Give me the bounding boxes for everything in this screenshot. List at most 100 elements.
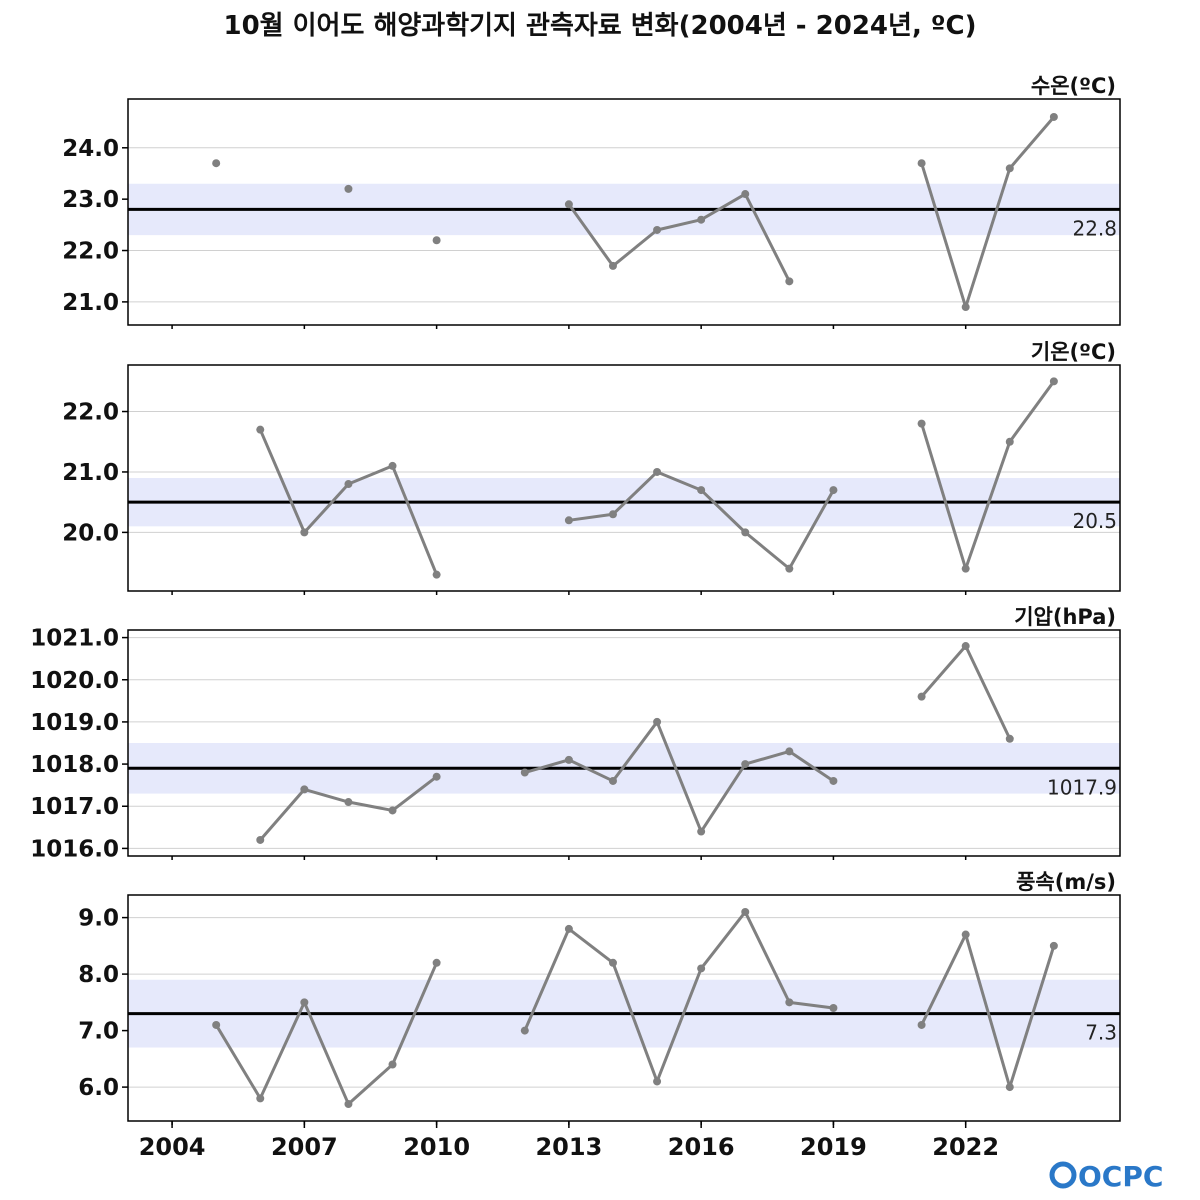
y-tick-label: 21.0 — [62, 460, 119, 486]
data-point — [256, 425, 265, 434]
series-segment — [302, 1000, 350, 1106]
series-segment — [964, 166, 1012, 309]
logo-wave-icon — [1049, 1161, 1077, 1189]
x-tick-label: 2022 — [932, 1133, 999, 1161]
x-tick-label: 2004 — [139, 1133, 206, 1161]
series-segment — [699, 488, 747, 534]
series-segment — [346, 800, 395, 812]
series-segment — [699, 910, 747, 970]
x-tick-label: 2007 — [271, 1133, 338, 1161]
data-point — [741, 907, 750, 916]
series-segment — [1008, 944, 1056, 1089]
data-point — [388, 461, 397, 470]
panel-frame — [127, 894, 1121, 1122]
panel-2: 20.5 20.0 21.0 22.0 기온(ºC) — [62, 340, 1121, 595]
data-point — [256, 1094, 265, 1103]
series-segment — [787, 488, 835, 571]
series-segment — [258, 428, 306, 534]
data-point — [697, 827, 706, 836]
panel-4: 7.3 6.0 7.0 8.0 9.0 풍속(m/s) — [78, 870, 1121, 1125]
series-segment — [655, 966, 703, 1083]
series-segment — [743, 530, 791, 571]
series-segment — [743, 749, 791, 766]
series-segment — [302, 787, 350, 804]
y-tick-label: 1019.0 — [30, 710, 119, 736]
series-segment — [787, 1000, 835, 1010]
data-point — [961, 642, 970, 651]
y-tick-label: 22.0 — [62, 239, 119, 265]
data-point — [344, 1100, 353, 1109]
y-tick-label: 23.0 — [62, 187, 119, 213]
data-point — [917, 159, 926, 168]
data-point — [1049, 941, 1058, 950]
chart-panels: 22.821.022.023.024.0수온(ºC)20.520.021.022… — [30, 74, 1121, 1125]
data-point — [520, 1026, 529, 1035]
series-segment — [920, 161, 968, 309]
series-segment — [699, 192, 747, 222]
series-segment — [567, 512, 615, 522]
series-segment — [391, 961, 439, 1066]
data-point — [344, 184, 353, 193]
panel-label: 기온(ºC) — [1031, 340, 1116, 364]
panel-label: 풍속(m/s) — [1016, 870, 1116, 894]
y-tick-label: 8.0 — [78, 962, 119, 988]
series-segment — [743, 192, 791, 283]
data-point — [300, 785, 309, 794]
series-segment — [391, 464, 439, 577]
series-segment — [302, 482, 350, 534]
mean-label: 22.8 — [1072, 216, 1117, 240]
data-point — [829, 776, 838, 785]
series-segment — [611, 470, 659, 516]
series-segment — [964, 644, 1012, 741]
series-segment — [920, 422, 968, 571]
data-point — [1005, 164, 1014, 173]
data-point — [917, 1020, 926, 1029]
data-point — [300, 528, 309, 537]
series-segment — [346, 464, 395, 486]
y-tick-label: 1020.0 — [30, 668, 119, 694]
y-tick-label: 1021.0 — [30, 626, 119, 652]
data-point — [961, 930, 970, 939]
mean-label: 1017.9 — [1047, 775, 1117, 799]
x-tick-label: 2019 — [800, 1133, 867, 1161]
series-segment — [611, 720, 659, 783]
series-segment — [964, 440, 1012, 571]
data-point — [741, 190, 750, 199]
panel-frame — [127, 364, 1121, 592]
series-segment — [699, 762, 747, 834]
x-tick-label: 2010 — [403, 1133, 470, 1161]
data-point — [1005, 437, 1014, 446]
data-point — [608, 776, 617, 785]
data-point — [785, 747, 794, 756]
series-segment — [523, 927, 571, 1033]
data-point — [1049, 377, 1058, 386]
series-segment — [655, 470, 703, 492]
series-segment — [611, 961, 659, 1083]
data-point — [520, 768, 529, 777]
series-segment — [787, 749, 835, 783]
series-segment — [743, 910, 791, 1004]
series-segment — [258, 1000, 306, 1100]
series-segment — [567, 758, 615, 783]
data-point — [564, 516, 573, 525]
panel-3: 1017.9 1016.0 1017.0 1018.0 1019.0 1020.0 1021… — [30, 605, 1121, 862]
data-point — [697, 486, 706, 495]
data-point — [697, 964, 706, 973]
series-segment — [655, 218, 703, 232]
data-point — [432, 570, 441, 579]
data-point — [697, 215, 706, 224]
data-point — [917, 419, 926, 428]
data-point — [1049, 112, 1058, 121]
data-point — [785, 277, 794, 286]
series-segment — [1008, 379, 1056, 444]
data-point — [653, 467, 662, 476]
data-point — [564, 924, 573, 933]
mean-label: 20.5 — [1072, 509, 1117, 533]
data-point — [212, 1020, 221, 1029]
data-point — [653, 1077, 662, 1086]
panel-frame — [127, 98, 1121, 326]
y-tick-label: 21.0 — [62, 290, 119, 316]
y-tick-label: 22.0 — [62, 400, 119, 426]
series-segment — [920, 644, 968, 699]
series-segment — [523, 758, 571, 775]
